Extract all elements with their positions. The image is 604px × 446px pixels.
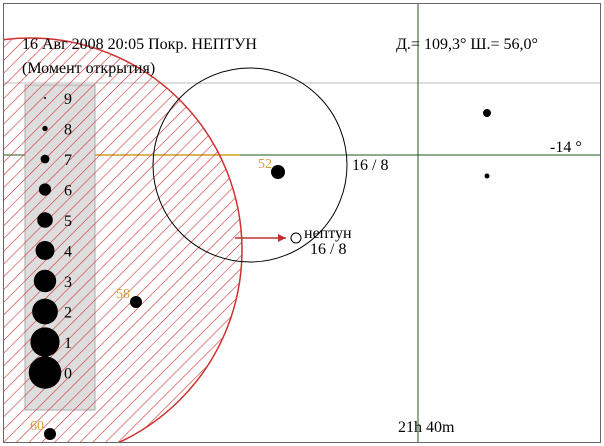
field-circle bbox=[152, 67, 348, 263]
legend-label: 1 bbox=[64, 335, 72, 352]
star-label: 60 bbox=[30, 419, 44, 434]
legend-label: 0 bbox=[64, 366, 72, 383]
legend-dot bbox=[32, 298, 58, 325]
shadow-zone bbox=[4, 37, 243, 442]
legend-label: 6 bbox=[64, 183, 72, 200]
planet bbox=[290, 232, 302, 244]
star-label: 58 bbox=[116, 287, 130, 302]
frame bbox=[3, 3, 601, 443]
legend-dot bbox=[40, 154, 50, 164]
star-label: 52 bbox=[258, 157, 272, 172]
planet-date: 16 / 8 bbox=[310, 241, 346, 258]
magnitude-legend: 9 8 7 6 5 4 3 2 1 0 bbox=[28, 91, 72, 389]
legend-dot bbox=[28, 356, 62, 389]
circle-date: 16 / 8 bbox=[352, 157, 388, 174]
subtitle: (Момент открытия) bbox=[22, 60, 155, 77]
legend-dot bbox=[33, 269, 57, 293]
legend-dot bbox=[37, 212, 53, 228]
star bbox=[483, 109, 491, 117]
legend-label: 5 bbox=[64, 213, 72, 230]
legend-label: 9 bbox=[64, 91, 72, 108]
legend-label: 8 bbox=[64, 122, 72, 139]
planet-name: нептун bbox=[304, 225, 352, 242]
legend-dot bbox=[35, 241, 55, 260]
arrow-head bbox=[278, 234, 286, 242]
star bbox=[484, 173, 490, 179]
ra-label: 21h 40m bbox=[398, 419, 455, 436]
legend-label: 2 bbox=[64, 305, 72, 322]
legend-label: 4 bbox=[64, 244, 72, 261]
legend-dot bbox=[38, 183, 52, 196]
coordinates: Д.= 109,3° Ш.= 56,0° bbox=[396, 36, 538, 53]
legend-dot bbox=[42, 125, 48, 132]
declination-label: -14 ° bbox=[550, 139, 582, 156]
star bbox=[130, 296, 142, 308]
star bbox=[271, 165, 285, 179]
legend-dot bbox=[44, 97, 46, 99]
title: 16 Авг 2008 20:05 Покр. НЕПТУН bbox=[22, 36, 257, 53]
legend-label: 7 bbox=[64, 152, 72, 169]
star bbox=[44, 428, 56, 440]
legend-dot bbox=[30, 327, 60, 357]
legend-label: 3 bbox=[64, 274, 72, 291]
